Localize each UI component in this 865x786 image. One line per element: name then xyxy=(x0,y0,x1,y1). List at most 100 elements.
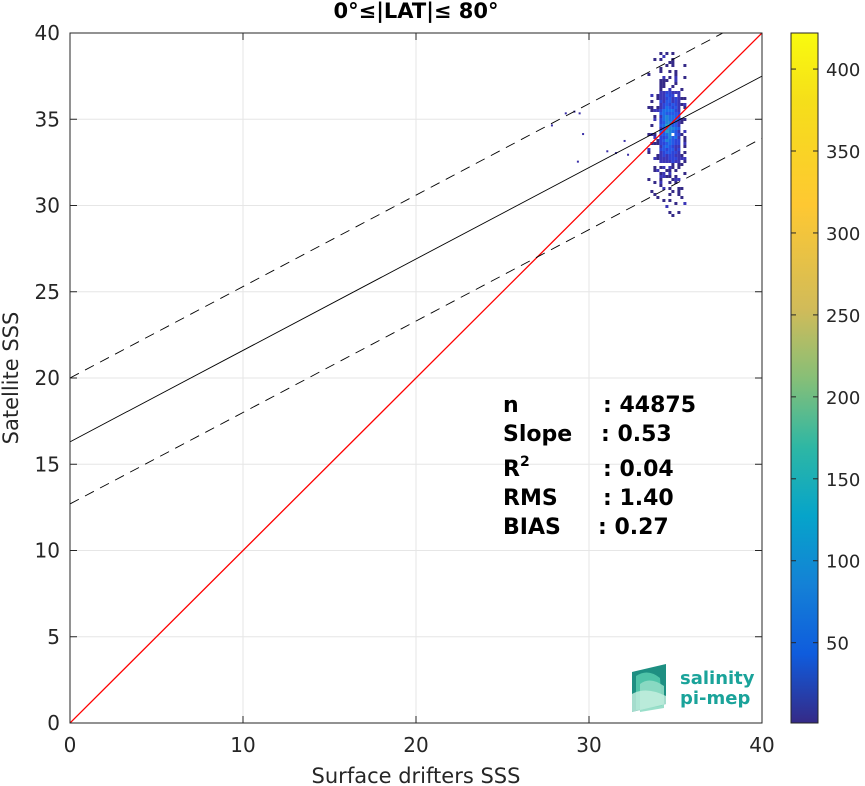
density-cell xyxy=(683,172,687,175)
density-cell xyxy=(674,139,678,142)
density-cell xyxy=(662,160,666,163)
density-cell xyxy=(662,199,666,202)
density-cell xyxy=(680,97,684,100)
stat-r2-label: R2 xyxy=(503,454,530,482)
density-cell xyxy=(662,106,666,109)
line-identity xyxy=(70,33,762,723)
density-cell xyxy=(677,151,681,154)
density-cell xyxy=(662,172,666,175)
density-cell xyxy=(665,148,669,151)
density-cell xyxy=(674,121,678,124)
density-cell xyxy=(671,136,675,139)
density-cell xyxy=(671,214,675,217)
density-cell xyxy=(683,103,687,106)
density-cell xyxy=(647,106,651,109)
density-cell xyxy=(662,157,666,160)
stats-annotation: n : 44875 Slope : 0.53 R2 : 0.04 RMS : 1… xyxy=(503,393,696,540)
density-cell xyxy=(656,106,660,109)
colorbar-tick-label: 50 xyxy=(826,634,849,655)
density-cell xyxy=(671,163,675,166)
density-cell xyxy=(677,133,681,136)
density-cell xyxy=(653,133,657,136)
density-cell xyxy=(668,211,672,214)
density-cell xyxy=(665,106,669,109)
density-cell xyxy=(677,142,681,145)
density-cell xyxy=(671,103,675,106)
density-cell xyxy=(668,97,672,100)
density-cell xyxy=(653,115,657,118)
colorbar-tick-label: 200 xyxy=(826,388,860,409)
density-cell xyxy=(662,187,666,190)
density-cell xyxy=(653,169,657,172)
density-cell xyxy=(662,151,666,154)
density-cell xyxy=(665,121,669,124)
density-cell xyxy=(665,154,669,157)
density-cell xyxy=(674,79,678,82)
density-cell xyxy=(656,154,660,157)
density-cell xyxy=(656,157,660,160)
density-cell xyxy=(656,169,660,172)
density-cell xyxy=(671,100,675,103)
density-cell xyxy=(665,160,669,163)
density-cell xyxy=(668,106,672,109)
density-cell xyxy=(662,166,666,169)
density-cell xyxy=(653,118,657,121)
density-cell xyxy=(662,55,666,58)
density-cell xyxy=(665,139,669,142)
density-cell xyxy=(683,151,687,154)
y-axis-label: Satellite SSS xyxy=(0,312,23,445)
density-cell xyxy=(671,190,675,193)
x-tick-label: 30 xyxy=(576,733,601,757)
density-cell xyxy=(668,157,672,160)
logo-waves-icon xyxy=(632,664,666,712)
stat-n-label: n xyxy=(503,393,519,418)
density-cell xyxy=(662,154,666,157)
density-cell xyxy=(674,82,678,85)
density-cell xyxy=(668,70,672,73)
density-cell xyxy=(656,109,660,112)
density-cell xyxy=(677,121,681,124)
y-tick-label: 30 xyxy=(35,194,60,218)
density-cell xyxy=(668,88,672,91)
density-cell xyxy=(674,148,678,151)
density-cell xyxy=(668,169,672,172)
density-cell xyxy=(671,115,675,118)
density-cell xyxy=(677,130,681,133)
density-cell xyxy=(674,127,678,130)
logo-line1: salinity xyxy=(680,668,755,689)
density-cell xyxy=(656,97,660,100)
density-cell xyxy=(656,142,660,145)
density-cell xyxy=(650,109,654,112)
density-cell xyxy=(668,139,672,142)
axis-ticks xyxy=(69,32,763,724)
density-cell xyxy=(665,52,669,55)
density-cell xyxy=(683,118,687,121)
density-cell xyxy=(683,64,687,67)
density-cell xyxy=(659,172,663,175)
density-cell xyxy=(680,163,684,166)
density-cell xyxy=(677,187,681,190)
y-tick-label: 25 xyxy=(35,280,60,304)
density-cell xyxy=(674,97,678,100)
density-cell xyxy=(653,58,657,61)
density-cell xyxy=(662,103,666,106)
density-cell xyxy=(677,148,681,151)
density-cell xyxy=(662,109,666,112)
density-cell xyxy=(659,124,663,127)
density-cell xyxy=(674,169,678,172)
density-outlier xyxy=(564,112,567,115)
density-cell xyxy=(659,145,663,148)
density-cell xyxy=(668,151,672,154)
density-cell xyxy=(659,121,663,124)
density-cell xyxy=(659,118,663,121)
density-cell xyxy=(677,106,681,109)
density-cell xyxy=(674,109,678,112)
density-cell xyxy=(674,142,678,145)
density-cell xyxy=(677,100,681,103)
density-cell xyxy=(662,112,666,115)
density-cell xyxy=(671,109,675,112)
y-tick-label: 5 xyxy=(47,625,60,649)
density-cell xyxy=(680,121,684,124)
density-cell xyxy=(677,127,681,130)
density-cell xyxy=(668,121,672,124)
